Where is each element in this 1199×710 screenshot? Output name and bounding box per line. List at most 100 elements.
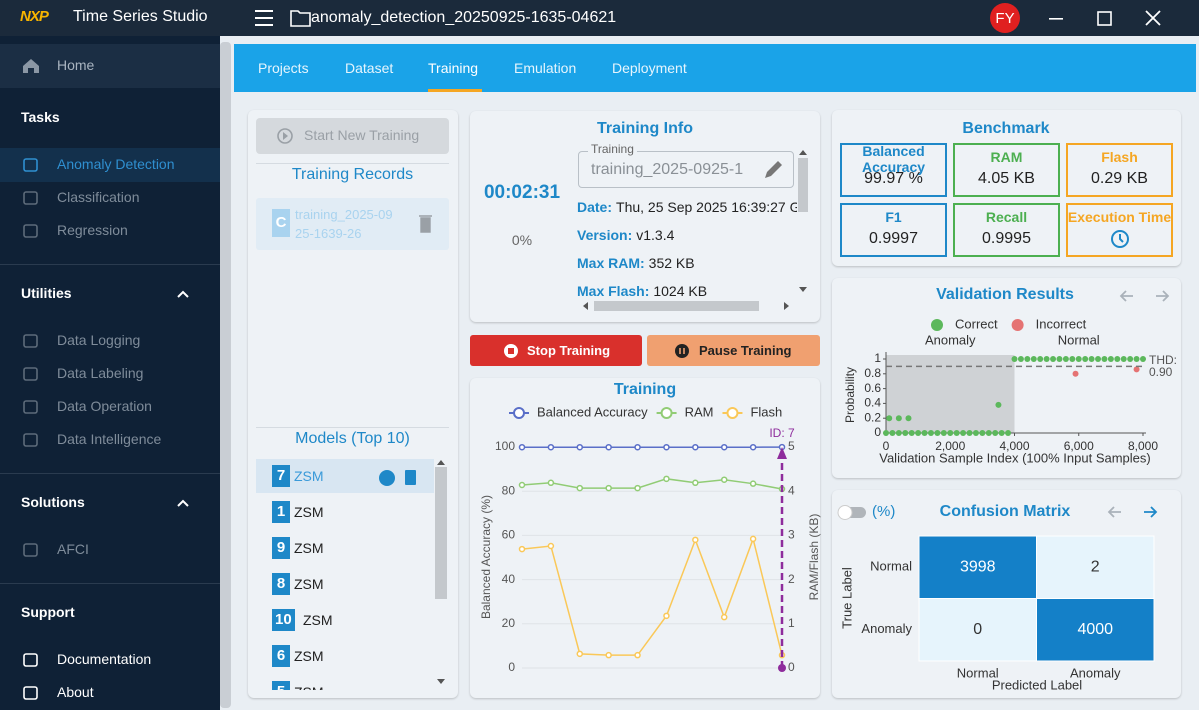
- series-point: [692, 479, 699, 487]
- home-icon: [23, 59, 39, 73]
- legend-label: Flash: [750, 404, 782, 419]
- y-tick-label: 0.4: [864, 396, 881, 410]
- x-tick-label: 2,000: [935, 439, 965, 453]
- sidebar-item[interactable]: Anomaly Detection: [57, 156, 175, 172]
- y-axis-label: Probability: [843, 367, 857, 423]
- pause-label[interactable]: Pause Training: [699, 343, 792, 358]
- tab[interactable]: Projects: [258, 60, 309, 76]
- x-axis-label: Validation Sample Index (100% Input Samp…: [879, 450, 1150, 465]
- avatar-initials: FY: [995, 10, 1014, 27]
- sidebar-item[interactable]: Data Operation: [57, 398, 152, 414]
- nav-prev[interactable]: [1119, 290, 1133, 302]
- scatter-point: [1072, 370, 1079, 377]
- stop-label[interactable]: Stop Training: [527, 343, 611, 358]
- card-label: RAM: [990, 149, 1023, 165]
- doc-icon[interactable]: [405, 470, 416, 485]
- sidebar-item[interactable]: Data Intelligence: [57, 431, 162, 447]
- field-value: training_2025-0925-1: [591, 161, 744, 178]
- nav-prev[interactable]: [1107, 506, 1121, 518]
- menu-icon[interactable]: [255, 10, 273, 12]
- x-tick-label: 8,000: [1128, 439, 1158, 453]
- menu-icon[interactable]: [255, 24, 273, 26]
- sidebar-item[interactable]: Data Logging: [57, 332, 141, 348]
- model-rank: 1: [272, 501, 290, 523]
- clock-icon[interactable]: [1111, 230, 1129, 248]
- series-point: [692, 536, 699, 544]
- scatter-point: [1120, 356, 1127, 362]
- model-rank: 9: [272, 537, 290, 559]
- card-value: 4.05 KB: [978, 170, 1035, 187]
- details-clip: Date: Thu, 25 Sep 2025 16:39:27 G Version:…: [577, 196, 797, 300]
- legend-label: RAM: [685, 404, 714, 419]
- name-field[interactable]: [578, 151, 794, 188]
- close-button[interactable]: [1145, 10, 1161, 26]
- maximize-button[interactable]: [1097, 11, 1112, 26]
- start-training-label[interactable]: Start New Training: [304, 127, 420, 143]
- model-item[interactable]: 10 ZSM: [256, 603, 434, 637]
- start-training-button[interactable]: [256, 118, 449, 154]
- training-info-panel: [470, 111, 820, 322]
- tab[interactable]: Deployment: [612, 60, 687, 76]
- legend-marker: [931, 319, 943, 331]
- model-item[interactable]: 8 ZSM: [256, 567, 434, 601]
- chart-title: Training: [614, 381, 676, 398]
- scatter-point: [992, 430, 999, 436]
- minimize-button[interactable]: [1049, 18, 1063, 20]
- sidebar-item[interactable]: About: [57, 684, 94, 700]
- y-tick-label: 20: [502, 616, 516, 630]
- nav-next[interactable]: [1156, 290, 1170, 302]
- tab[interactable]: Emulation: [514, 60, 577, 76]
- selection-dot: [778, 664, 786, 672]
- tab-bar: [234, 44, 1196, 92]
- sidebar-item[interactable]: Data Labeling: [57, 365, 144, 381]
- avatar[interactable]: [990, 3, 1020, 33]
- item-icon: [23, 653, 38, 667]
- scatter-point: [1005, 430, 1012, 436]
- sidebar-item[interactable]: Documentation: [57, 651, 152, 667]
- tab[interactable]: Dataset: [345, 60, 394, 76]
- home-label[interactable]: Home: [57, 57, 95, 73]
- region-label: Normal: [1058, 332, 1100, 347]
- model-item[interactable]: 7 ZSM: [256, 459, 434, 493]
- collapse-chevron[interactable]: [177, 499, 189, 507]
- benchmark-card: [840, 203, 947, 257]
- menu-icon[interactable]: [255, 17, 273, 19]
- logo: NXP: [20, 8, 49, 25]
- stop-button[interactable]: [470, 335, 642, 366]
- sidebar-item[interactable]: AFCI: [57, 541, 89, 557]
- tab[interactable]: Training: [428, 60, 479, 76]
- series-point: [547, 443, 555, 451]
- detail-label: Date:: [577, 199, 613, 215]
- selection-arrow: [777, 447, 787, 459]
- card-value: 0.29 KB: [1091, 170, 1148, 187]
- matrix-cell: [918, 535, 1037, 599]
- y-tick-label: 80: [502, 483, 516, 497]
- model-item[interactable]: 1 ZSM: [256, 495, 434, 529]
- sidebar-item[interactable]: Classification: [57, 189, 140, 205]
- model-rank: 10: [272, 609, 295, 631]
- scatter-point: [1127, 356, 1134, 362]
- scatter-point: [1017, 356, 1024, 362]
- model-item[interactable]: 9 ZSM: [256, 531, 434, 565]
- card-value: 99.97 %: [864, 170, 923, 187]
- benchmark-card: [1066, 203, 1173, 257]
- scatter-point: [1024, 356, 1031, 362]
- model-item[interactable]: 5 ZSM: [256, 675, 434, 690]
- percent-toggle-knob[interactable]: [837, 505, 853, 520]
- collapse-chevron[interactable]: [177, 290, 189, 298]
- series-point: [634, 651, 641, 659]
- pause-icon: [679, 348, 685, 354]
- divider: [256, 427, 449, 428]
- scatter-point: [915, 430, 922, 436]
- scatter-point: [1114, 356, 1121, 362]
- column-label: Normal: [957, 665, 999, 680]
- divider: [0, 264, 220, 265]
- sidebar-item[interactable]: Regression: [57, 222, 128, 238]
- delete-icon[interactable]: [419, 215, 432, 233]
- model-rank: 5: [272, 681, 290, 690]
- edit-icon[interactable]: [765, 161, 782, 178]
- nav-next[interactable]: [1144, 506, 1158, 518]
- model-item[interactable]: 6 ZSM: [256, 639, 434, 673]
- info-icon[interactable]: [379, 470, 395, 486]
